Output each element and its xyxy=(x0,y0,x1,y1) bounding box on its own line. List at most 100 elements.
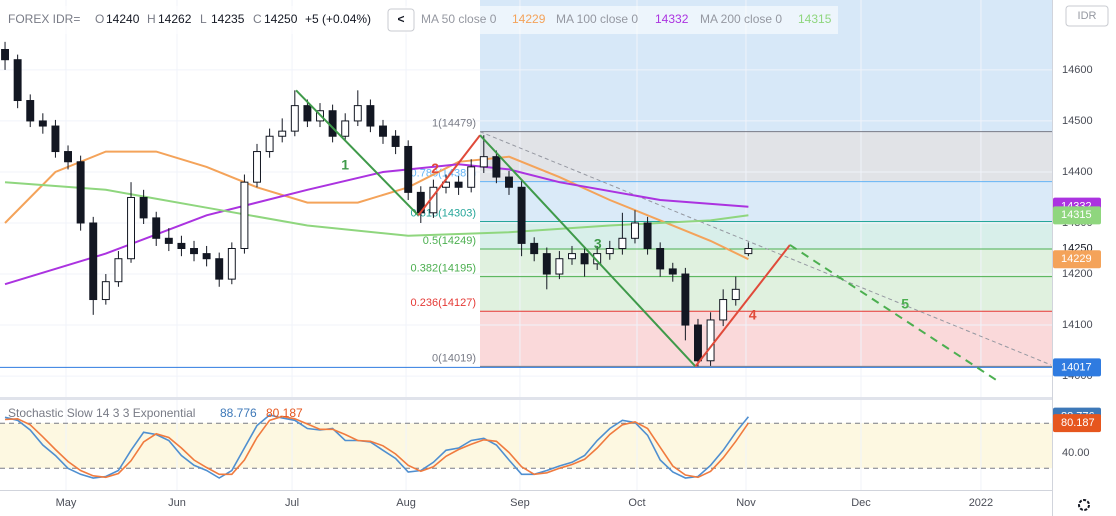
ohlc-value: 14235 xyxy=(211,12,245,26)
candle-body xyxy=(89,222,98,301)
hline-badge-bg xyxy=(1053,358,1101,377)
candle-body xyxy=(38,120,47,127)
candle-body xyxy=(227,248,236,280)
candle-body xyxy=(290,105,299,132)
x-tick-label: Jul xyxy=(285,497,299,509)
candle-body xyxy=(404,145,413,193)
candle-body xyxy=(139,196,148,219)
candle-body xyxy=(643,222,652,250)
x-tick-label: May xyxy=(56,497,77,509)
candle-body xyxy=(593,253,602,265)
fib-label: 0.236(14127) xyxy=(411,297,476,309)
candle-body xyxy=(76,161,85,224)
y-tick-label: 14500 xyxy=(1062,115,1093,127)
ohlc-value: 14240 xyxy=(106,12,140,26)
candle-body xyxy=(202,253,211,260)
x-tick-label: Sep xyxy=(510,497,530,509)
ma-legend-name: MA 100 close 0 xyxy=(556,12,638,26)
candle-body xyxy=(101,281,110,301)
currency-button-frame[interactable] xyxy=(1065,5,1109,27)
settings-icon[interactable] xyxy=(1078,499,1090,511)
candle-body xyxy=(618,237,627,250)
x-tick-label: Oct xyxy=(628,497,645,509)
candle-body xyxy=(530,242,539,255)
candle-body xyxy=(353,105,362,122)
stoch-badge-bg xyxy=(1053,414,1101,433)
candle-body xyxy=(114,258,123,283)
candle-body xyxy=(265,135,274,153)
x-tick-label: 2022 xyxy=(969,497,993,509)
fib-label: 0.786(14381) xyxy=(411,168,476,180)
candle-body xyxy=(505,176,513,188)
candle-body xyxy=(164,237,173,244)
candle-body xyxy=(303,105,312,122)
ohlc-value: 14262 xyxy=(158,12,192,26)
ohlc-key: H xyxy=(147,12,156,26)
wave-label: 2 xyxy=(431,160,439,176)
x-tick-label: Dec xyxy=(851,497,871,509)
change: +5 (+0.04%) xyxy=(305,12,371,26)
candle-body xyxy=(706,319,715,362)
ma-legend-value: 14315 xyxy=(798,12,832,26)
candle-body xyxy=(253,151,261,183)
fib-label: 0.382(14195) xyxy=(411,262,476,274)
stoch-line xyxy=(4,414,750,479)
fib-zone xyxy=(480,276,1052,312)
candle-body xyxy=(13,59,22,102)
y-tick-label: 14600 xyxy=(1062,64,1093,76)
candle-body xyxy=(605,248,614,255)
candle-body xyxy=(26,100,35,122)
ma-badge-bg xyxy=(1053,206,1101,225)
candle-body xyxy=(366,105,375,127)
candle-body xyxy=(341,120,350,137)
x-tick-label: Nov xyxy=(736,497,756,509)
y-tick-label: 14400 xyxy=(1062,166,1093,178)
candle-body xyxy=(580,253,589,265)
fib-zone xyxy=(480,131,1052,182)
candle-body xyxy=(391,135,400,147)
stoch-legend-value: 88.776 xyxy=(220,406,257,420)
candle-body xyxy=(681,273,690,326)
fib-label: 1(14479) xyxy=(432,118,476,130)
candle-body xyxy=(555,258,564,275)
candle-body xyxy=(694,324,702,362)
ma-badge-bg xyxy=(1053,250,1101,269)
wave-label: 1 xyxy=(341,157,349,173)
stoch-band xyxy=(0,423,1052,469)
ma-legend-name: MA 200 close 0 xyxy=(700,12,782,26)
wave-label: 3 xyxy=(594,236,602,252)
candle-body xyxy=(190,248,198,255)
fib-zone xyxy=(480,249,1052,277)
stoch-badge: 80.187 xyxy=(1061,417,1095,429)
candle-body xyxy=(51,125,60,153)
wave-line xyxy=(694,244,791,367)
candle-body xyxy=(656,248,665,270)
ohlc-key: O xyxy=(95,12,104,26)
candle-body xyxy=(568,253,576,260)
candle-body xyxy=(1,48,10,61)
candle-body xyxy=(152,217,161,239)
ma-legend-name: MA 50 close 0 xyxy=(421,12,497,26)
stoch-line xyxy=(4,415,750,479)
x-tick-label: Jun xyxy=(168,497,186,509)
candle-body xyxy=(467,166,476,188)
back-button-frame[interactable] xyxy=(387,8,415,32)
currency-button[interactable]: IDR xyxy=(1078,10,1097,22)
x-tick-label: Aug xyxy=(396,497,416,509)
fib-label: 0.5(14249) xyxy=(423,235,476,247)
ma-badge: 14229 xyxy=(1061,253,1092,265)
candle-body xyxy=(379,125,387,137)
ma-legend-value: 14229 xyxy=(512,12,546,26)
y-tick-label: 40.00 xyxy=(1062,447,1090,459)
candle-body xyxy=(631,222,639,239)
candle-body xyxy=(454,181,463,188)
fib-zone xyxy=(480,311,1052,367)
legend-backdrop xyxy=(0,6,838,34)
y-tick-label: 14200 xyxy=(1062,268,1093,280)
candle-body xyxy=(744,248,753,255)
back-button[interactable]: < xyxy=(397,12,404,26)
candle-body xyxy=(240,181,249,250)
ma-badge: 14315 xyxy=(1061,209,1092,221)
ma-line xyxy=(4,181,749,237)
